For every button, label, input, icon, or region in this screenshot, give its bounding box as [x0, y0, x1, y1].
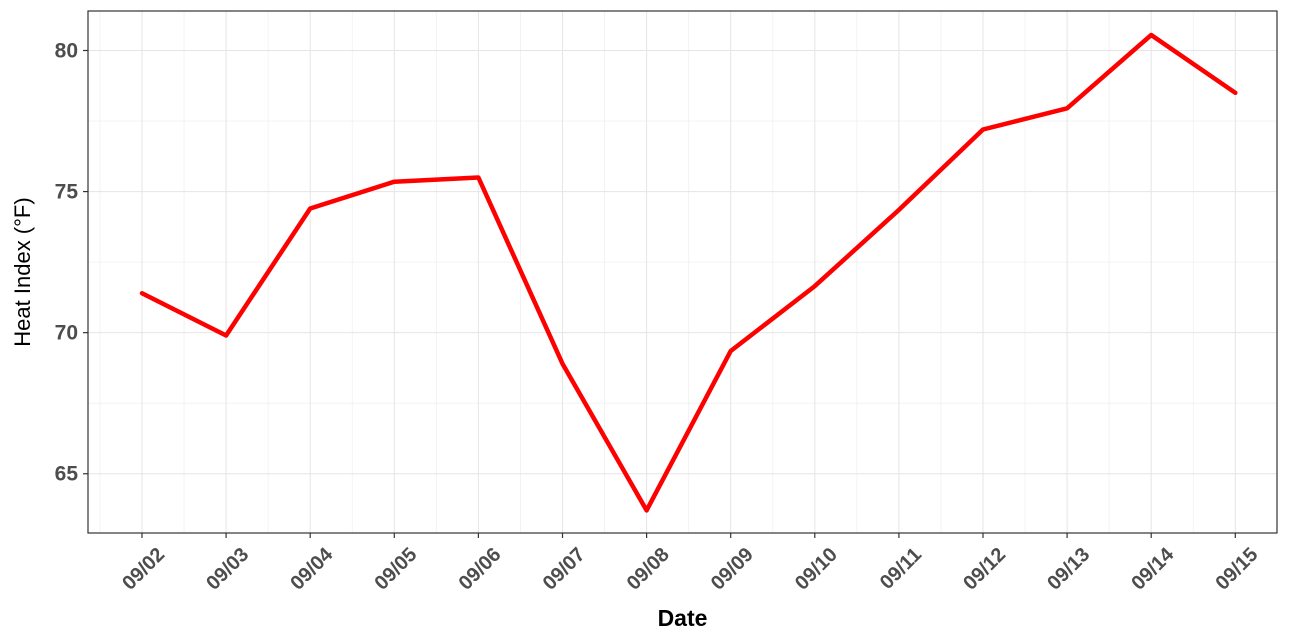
- x-tick-label: 09/10: [791, 544, 842, 595]
- x-axis-title: Date: [658, 605, 708, 631]
- y-tick-label: 65: [55, 463, 79, 486]
- x-tick-label: 09/11: [876, 544, 926, 594]
- series-layer: [139, 32, 1238, 513]
- x-tick-label: 09/02: [118, 544, 169, 595]
- y-tick-label: 75: [55, 181, 79, 204]
- series-line-0: [139, 32, 1238, 513]
- y-tick-label: 70: [55, 322, 78, 345]
- y-axis-title: Heat Index (°F): [10, 197, 35, 346]
- grid-minor-lines: [88, 11, 1277, 533]
- x-tick-label: 09/04: [286, 543, 338, 595]
- plot-panel-border: [87, 10, 1278, 534]
- x-axis-ticks: 09/02 09/03 09/04 09/05 09/06 09/07 09/08 09/09…: [118, 533, 1262, 595]
- x-tick-label: 09/09: [707, 544, 758, 595]
- x-tick-label: 09/15: [1211, 544, 1262, 595]
- x-tick-label: 09/06: [455, 544, 506, 595]
- x-tick-label: 09/03: [202, 544, 253, 595]
- grid-major-lines: [88, 11, 1277, 533]
- x-tick-label: 09/13: [1043, 544, 1094, 595]
- x-tick-label: 09/08: [623, 544, 674, 595]
- y-axis-ticks: 65 70 75 80: [55, 40, 88, 486]
- x-tick-label: 09/14: [1127, 543, 1179, 595]
- x-tick-label: 09/12: [959, 544, 1010, 595]
- y-tick-label: 80: [55, 40, 78, 63]
- x-tick-label: 09/07: [539, 544, 590, 595]
- x-tick-label: 09/05: [370, 544, 421, 595]
